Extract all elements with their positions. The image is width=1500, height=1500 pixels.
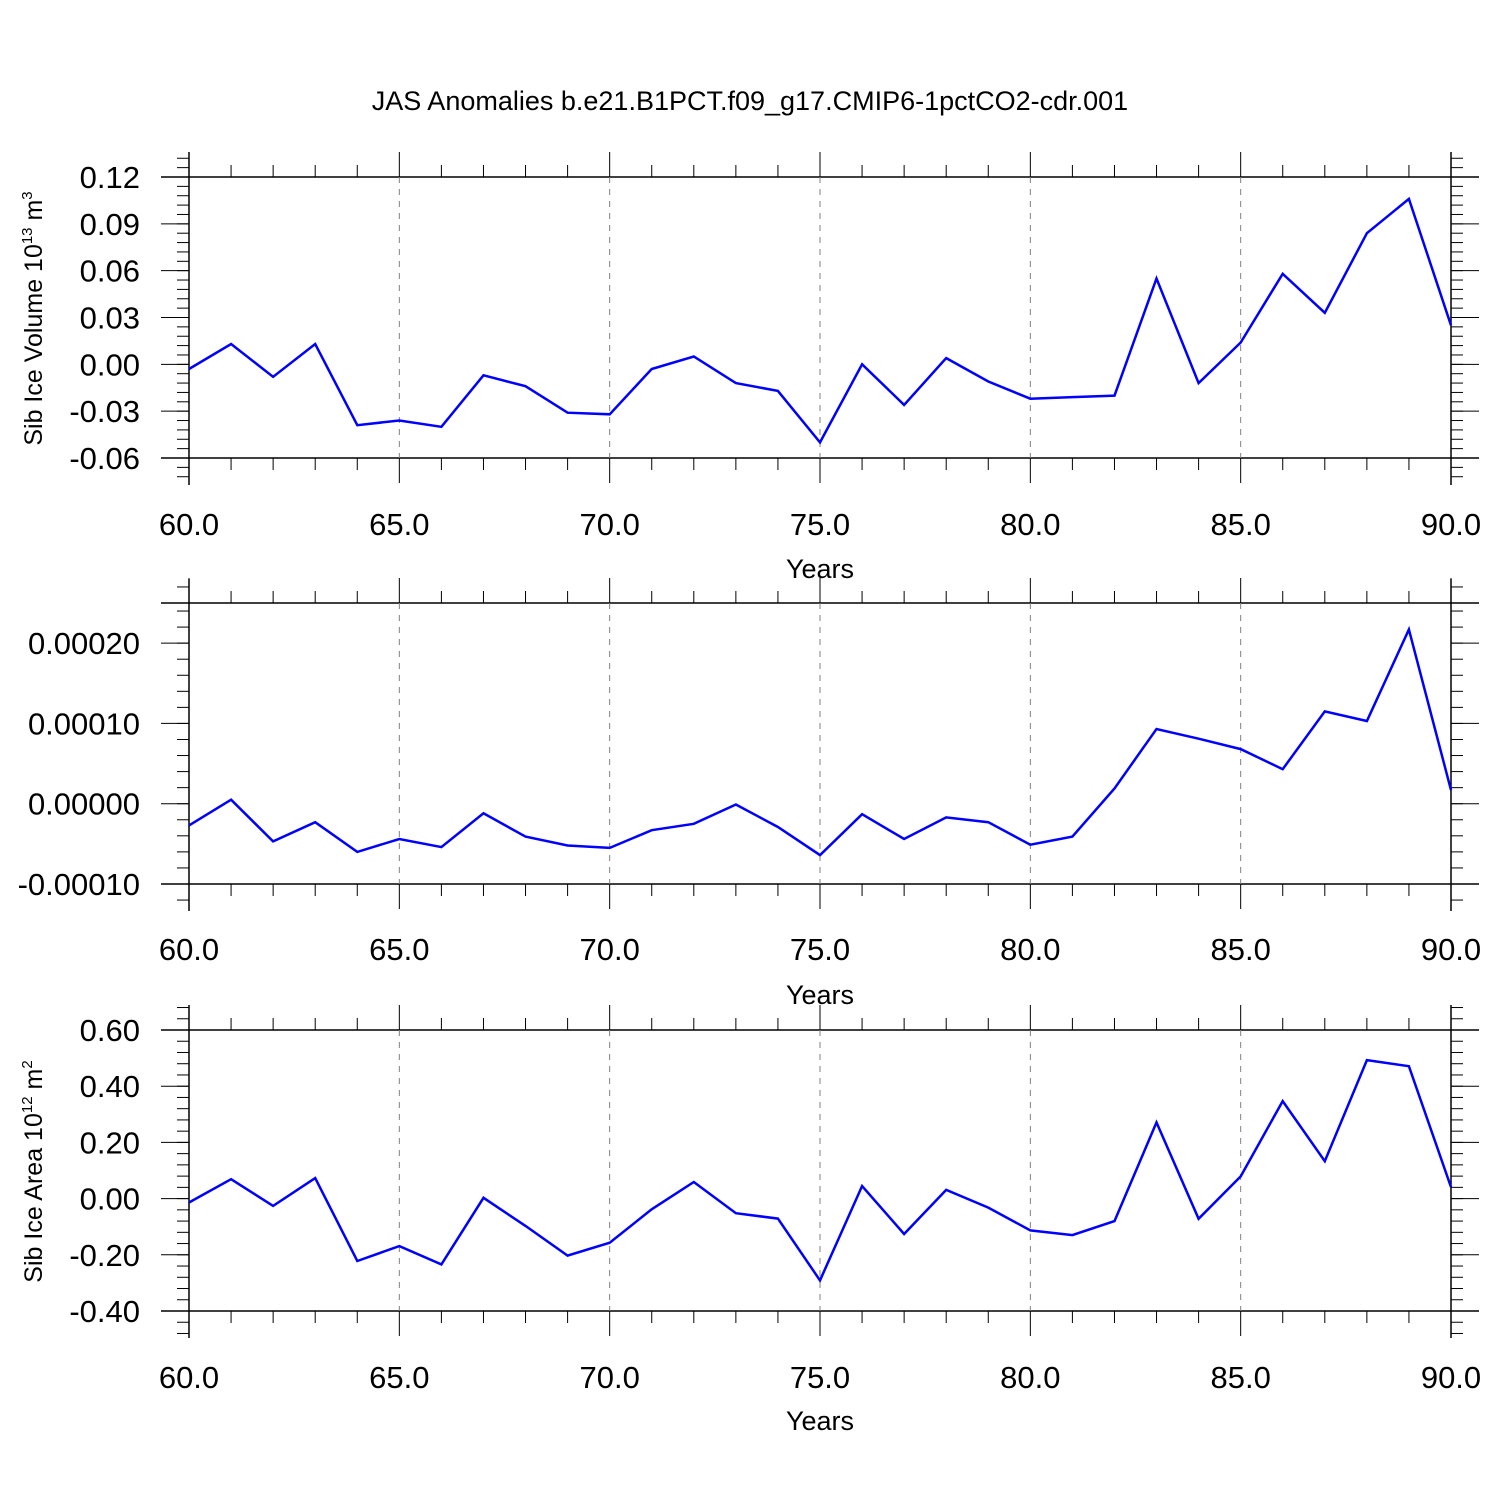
y-tick-label: 0.06 <box>80 254 140 289</box>
y-tick-label: 0.09 <box>80 207 140 242</box>
y-tick-label: 0.00000 <box>28 787 140 822</box>
y-tick-label: 0.00010 <box>28 706 140 741</box>
x-tick-label: 70.0 <box>579 507 639 542</box>
x-tick-label: 70.0 <box>579 932 639 967</box>
x-tick-label: 85.0 <box>1210 507 1270 542</box>
x-tick-label: 65.0 <box>369 507 429 542</box>
x-tick-label: 90.0 <box>1421 932 1481 967</box>
y-tick-label: -0.03 <box>69 394 140 429</box>
x-tick-label: 60.0 <box>159 932 219 967</box>
x-tick-label: 75.0 <box>790 1360 850 1395</box>
chart-panel-2: 60.0 65.0 70.0 75.0 80.0 85.0 90.0Years-0.0001… <box>18 578 1481 1010</box>
y-tick-label: 0.12 <box>80 160 140 195</box>
x-tick-label: 60.0 <box>159 1360 219 1395</box>
series-line <box>188 196 1453 445</box>
y-tick-label: 0.20 <box>80 1125 140 1160</box>
series-line <box>188 1058 1453 1283</box>
y-tick-label: -0.20 <box>69 1238 140 1273</box>
x-tick-label: 80.0 <box>1000 1360 1060 1395</box>
y-axis-label: Sib Ice Volume 1013 m3 <box>19 191 48 445</box>
y-tick-label: 0.00 <box>80 1182 140 1217</box>
x-axis-label: Years <box>786 1406 854 1436</box>
x-tick-label: 75.0 <box>790 507 850 542</box>
x-tick-label: 80.0 <box>1000 507 1060 542</box>
x-tick-label: 85.0 <box>1210 932 1270 967</box>
x-tick-label: 65.0 <box>369 932 429 967</box>
chart-panel-3: 60.0 65.0 70.0 75.0 80.0 85.0 90.0 Years -0.40 -0… <box>19 1005 1481 1436</box>
y-tick-label: -0.06 <box>69 441 140 476</box>
x-tick-label: 60.0 <box>159 507 219 542</box>
y-tick-label: 0.40 <box>80 1069 140 1104</box>
y-tick-label: 0.00 <box>80 347 140 382</box>
x-tick-label: 90.0 <box>1421 507 1481 542</box>
x-tick-label: 65.0 <box>369 1360 429 1395</box>
y-axis-label: Sib Ice Area 1012 m2 <box>19 1060 48 1282</box>
y-tick-label: 0.00020 <box>28 626 140 661</box>
x-tick-label: 85.0 <box>1210 1360 1270 1395</box>
x-tick-label: 80.0 <box>1000 932 1060 967</box>
x-tick-label: 75.0 <box>790 932 850 967</box>
y-tick-label: 0.03 <box>80 301 140 336</box>
x-tick-label: 70.0 <box>579 1360 639 1395</box>
y-tick-label: -0.00010 <box>18 867 140 902</box>
chart-panel-1: 60.0 65.0 70.0 75.0 80.0 85.0 90.0Years-0.06-0… <box>19 152 1481 584</box>
y-tick-label: 0.60 <box>80 1013 140 1048</box>
x-tick-label: 90.0 <box>1421 1360 1481 1395</box>
y-tick-label: -0.40 <box>69 1294 140 1329</box>
page-title: JAS Anomalies b.e21.B1PCT.f09_g17.CMIP6-… <box>371 86 1129 116</box>
